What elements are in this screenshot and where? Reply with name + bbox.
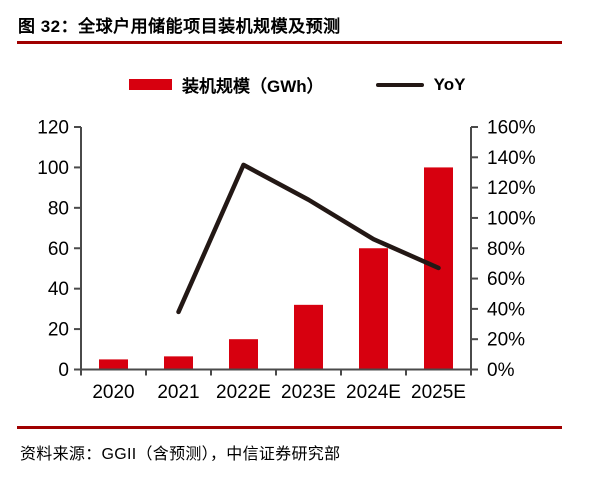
- right-axis-tick-label: 40%: [487, 299, 525, 320]
- footer-divider-rule: [17, 426, 562, 429]
- left-axis-tick-label: 40: [48, 279, 69, 300]
- right-axis-tick-label: 60%: [487, 269, 525, 290]
- legend-item-yoy: YoY: [375, 74, 466, 95]
- bar-2024E: [359, 248, 388, 370]
- bar-2021: [164, 356, 193, 370]
- legend-label-installed-capacity: 装机规模（GWh）: [182, 77, 324, 96]
- figure-title: 图 32：全球户用储能项目装机规模及预测: [18, 17, 341, 36]
- x-axis-label-2020: 2020: [92, 382, 134, 403]
- right-axis-tick-label: 80%: [487, 239, 525, 260]
- yoy-line: [176, 162, 441, 315]
- legend-item-installed-capacity: 装机规模（GWh）: [129, 72, 324, 97]
- right-axis-tick-label: 20%: [487, 330, 525, 351]
- right-axis-tick-label: 0%: [487, 360, 515, 381]
- bar-2022E: [229, 339, 258, 370]
- bar-series-swatch: [129, 79, 172, 90]
- x-axis-label-2023E: 2023E: [281, 382, 336, 403]
- x-axis-label-2022E: 2022E: [216, 382, 271, 403]
- left-axis-tick-label: 100: [37, 158, 69, 179]
- x-axis-label-2021: 2021: [157, 382, 199, 403]
- title-divider-rule: [17, 41, 562, 44]
- right-axis-tick-label: 120%: [487, 178, 536, 199]
- left-axis-tick-label: 0: [58, 360, 69, 381]
- left-axis-tick-label: 80: [48, 198, 69, 219]
- bar-2023E: [294, 304, 323, 370]
- left-axis-tick-label: 20: [48, 320, 69, 341]
- right-axis-tick-label: 100%: [487, 208, 536, 229]
- right-axis-tick-label: 160%: [487, 118, 536, 139]
- legend-label-yoy: YoY: [433, 74, 466, 94]
- x-axis-label-2024E: 2024E: [346, 382, 401, 403]
- left-axis-tick-label: 60: [48, 239, 69, 260]
- right-axis-tick-label: 140%: [487, 148, 536, 169]
- bar-2020: [99, 359, 128, 370]
- line-series-swatch: [375, 82, 424, 87]
- chart-legend: 装机规模（GWh） YoY: [129, 72, 465, 97]
- x-axis-label-2025E: 2025E: [411, 382, 466, 403]
- left-axis-tick-label: 120: [37, 118, 69, 139]
- source-note: 资料来源：GGII（含预测），中信证券研究部: [20, 446, 341, 463]
